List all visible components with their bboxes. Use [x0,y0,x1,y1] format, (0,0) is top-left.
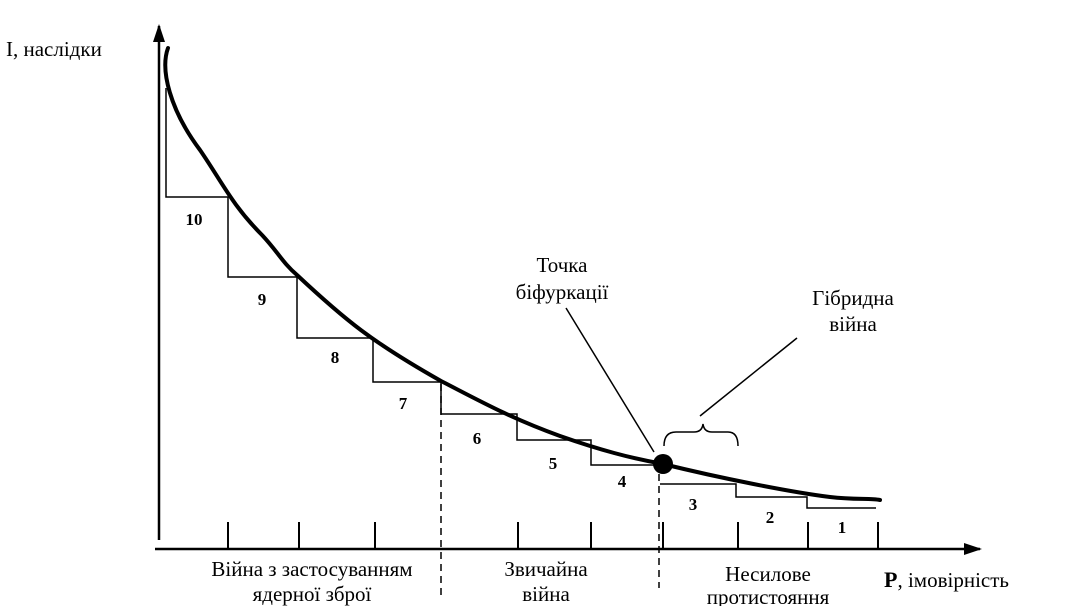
zone-nuclear-line1: Війна з застосуванням [211,557,412,581]
zone-nonforce-line1: Несилове [725,562,811,586]
x-axis-label-rest: , імовірність [897,568,1009,592]
step-label: 6 [473,429,482,448]
step-label: 9 [258,290,267,309]
step-labels: 10 9 8 7 6 5 4 3 2 1 [186,210,847,537]
hybrid-label-line2: війна [829,312,877,336]
zone-nuclear-line2: ядерної зброї [253,582,372,606]
step-label: 5 [549,454,558,473]
step-label: 3 [689,495,698,514]
x-axis-ticks [227,522,879,549]
step-label: 8 [331,348,340,367]
step-outline-low [660,483,876,509]
hybrid-label: Гібридна війна [812,286,894,336]
bifurcation-label: Точка біфуркації [516,253,609,304]
step-label: 2 [766,508,775,527]
step-label: 10 [186,210,203,229]
zone-conventional-line2: війна [522,582,570,606]
x-axis-label: P, імовірність [884,567,1009,592]
zone-nonforce-line2: протистояння [707,585,830,606]
bifurcation-label-line2: біфуркації [516,280,609,304]
step-label: 7 [399,394,408,413]
hybrid-brace [663,423,739,447]
y-axis-label: I, наслідки [6,37,102,61]
consequence-curve [163,46,882,502]
zone-conventional-line1: Звичайна [504,557,588,581]
zone-labels: Війна з застосуванням ядерної зброї Звич… [211,557,829,606]
hybrid-label-line1: Гібридна [812,286,894,310]
bifurcation-point [653,454,673,474]
step-label: 1 [838,518,847,537]
bifurcation-label-line1: Точка [537,253,589,277]
step-label: 4 [618,472,627,491]
x-axis-label-bold: P [884,567,897,592]
bifurcation-pointer [565,307,655,453]
hybrid-pointer [699,337,798,417]
